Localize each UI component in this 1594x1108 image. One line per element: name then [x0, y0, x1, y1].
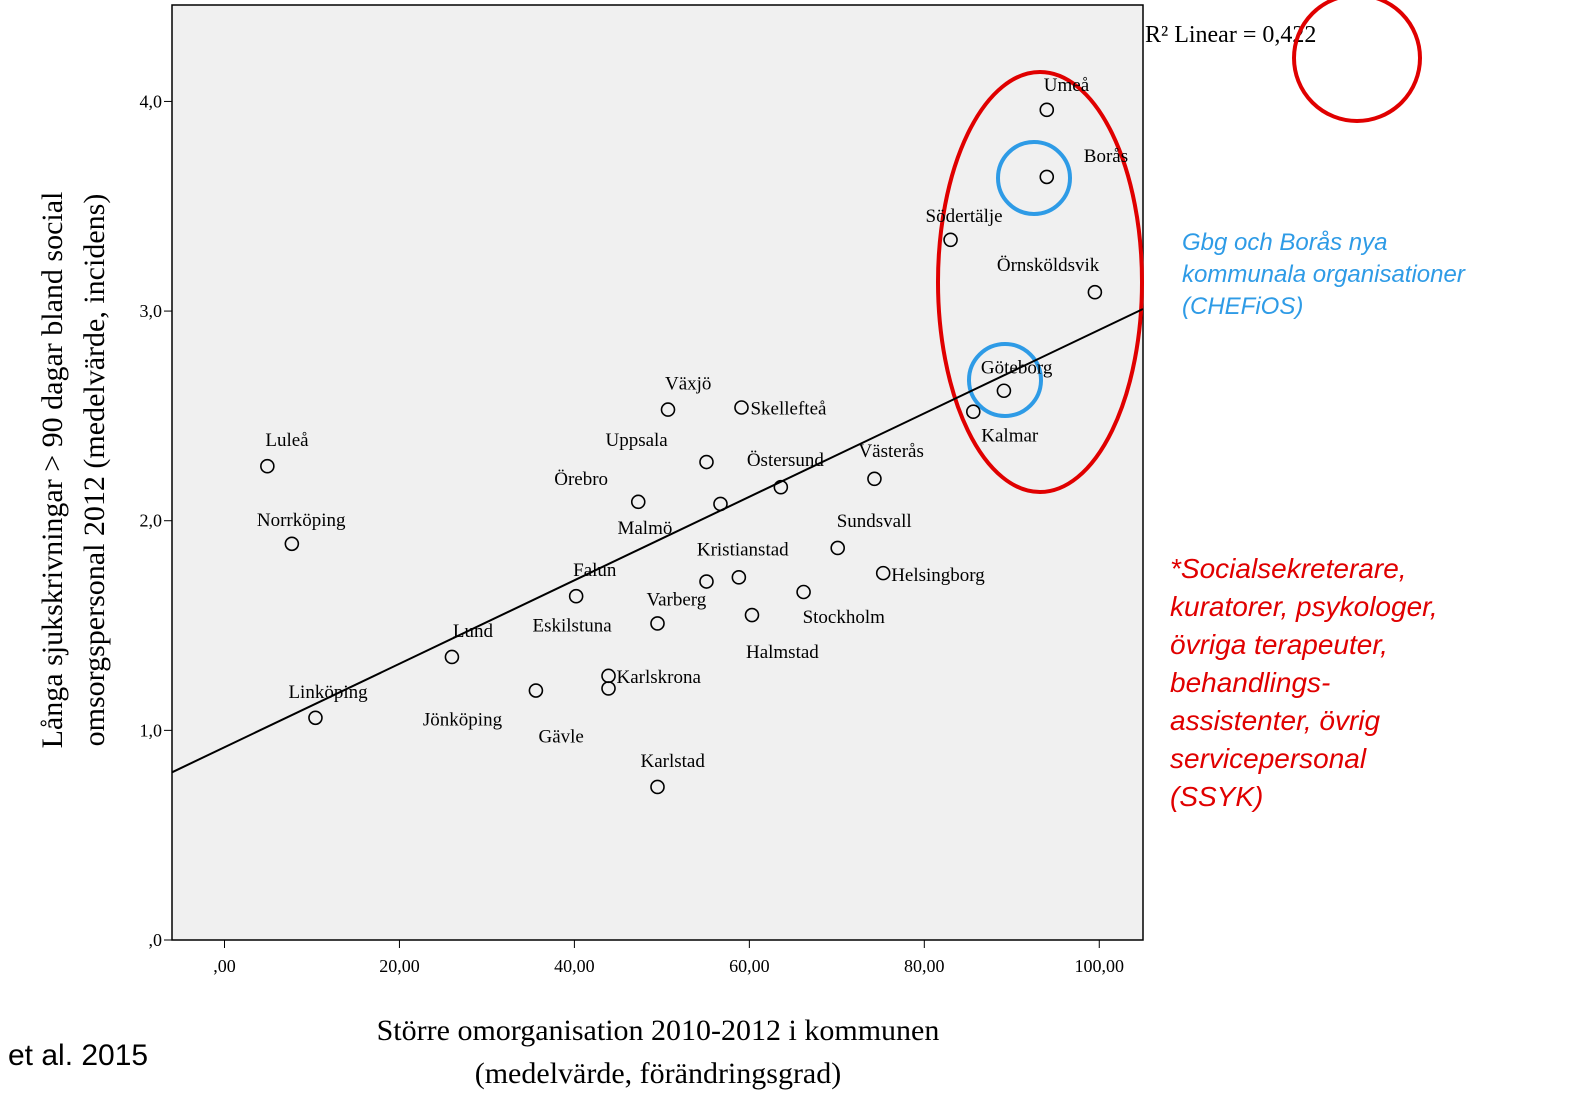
point-label: Luleå: [265, 430, 309, 451]
highlight-ellipse: [1292, 0, 1422, 123]
point-label: Växjö: [665, 374, 711, 395]
y-tick-label: ,0: [149, 930, 163, 950]
point-label: Helsingborg: [891, 565, 985, 586]
point-label: Västerås: [858, 441, 923, 462]
point: [601, 681, 616, 696]
note-red: (SSYK): [1170, 781, 1263, 812]
highlight-circle: [967, 342, 1043, 418]
highlight-ellipse: [936, 70, 1144, 494]
y-tick-label: 1,0: [140, 720, 163, 740]
point-label: Eskilstuna: [533, 615, 613, 636]
r2-annotation: R² Linear = 0,422: [1145, 22, 1316, 48]
point-label: Norrköping: [257, 510, 346, 531]
point: [867, 471, 882, 487]
point: [713, 496, 728, 512]
point: [699, 574, 714, 589]
y-tick-label: 4,0: [140, 91, 163, 111]
point-label: Malmö: [617, 518, 672, 539]
point-label: Kristianstad: [697, 539, 789, 560]
point: [796, 584, 811, 600]
fit-line: [171, 308, 1144, 774]
x-tick-label: ,00: [213, 956, 236, 976]
y-axis-title: Långa sjukskrivningar > 90 dagar bland s…: [36, 192, 69, 749]
point: [568, 588, 584, 604]
note-red: kuratorer, psykologer,: [1170, 591, 1438, 622]
note-red: behandlings-: [1170, 667, 1330, 698]
point: [630, 494, 646, 510]
point: [660, 402, 676, 417]
note-blue: kommunala organisationer: [1182, 261, 1466, 288]
point-label: Uppsala: [605, 430, 668, 451]
point: [650, 616, 665, 631]
point-label: Göteborg: [981, 358, 1053, 379]
point: [830, 540, 846, 556]
x-tick-label: 20,00: [379, 956, 420, 976]
point-label: Södertälje: [926, 206, 1003, 227]
y-tick-label: 3,0: [140, 301, 163, 321]
note-red: assistenter, övrig: [1170, 705, 1381, 736]
point-label: Borås: [1084, 146, 1128, 167]
point: [943, 232, 958, 248]
highlight-circle: [996, 140, 1072, 216]
point-label: Halmstad: [746, 642, 819, 663]
point-label: Karlskrona: [617, 667, 702, 688]
point-label: Linköping: [288, 682, 368, 703]
x-tick-label: 80,00: [904, 956, 945, 976]
point-label: Östersund: [747, 450, 825, 471]
point-label: Jönköping: [423, 710, 503, 731]
point: [734, 400, 749, 415]
y-tick-label: 2,0: [140, 511, 163, 531]
y-axis-title: omsorgspersonal 2012 (medelvärde, incide…: [78, 194, 111, 747]
point-label: Stockholm: [803, 607, 886, 628]
point-label: Lund: [453, 621, 494, 642]
point: [773, 479, 789, 495]
point-label: Kalmar: [981, 426, 1039, 447]
point: [1039, 102, 1055, 118]
point-label: Örnsköldsvik: [997, 255, 1100, 276]
x-tick-label: 60,00: [729, 956, 770, 976]
point-label: Skellefteå: [750, 399, 827, 420]
point: [308, 710, 323, 726]
point: [444, 649, 460, 665]
note-red: *Socialsekreterare,: [1170, 553, 1407, 584]
point: [650, 779, 665, 795]
point: [731, 570, 747, 585]
x-tick-label: 40,00: [554, 956, 595, 976]
point: [996, 383, 1012, 399]
point: [1087, 284, 1103, 300]
point: [1039, 169, 1055, 185]
point: [875, 565, 891, 581]
x-axis-title: Större omorganisation 2010-2012 i kommun…: [377, 1014, 940, 1047]
point-label: Falun: [573, 560, 617, 581]
point: [528, 683, 544, 698]
note-red: övriga terapeuter,: [1170, 629, 1388, 660]
point-label: Sundsvall: [837, 511, 912, 532]
point: [260, 458, 275, 474]
x-tick-label: 100,00: [1075, 956, 1125, 976]
note-red: servicepersonal: [1170, 743, 1367, 774]
point: [699, 454, 714, 470]
note-blue: (CHEFiOS): [1182, 293, 1303, 320]
point-label: Varberg: [646, 590, 706, 611]
x-axis-title: (medelvärde, förändringsgrad): [475, 1057, 842, 1090]
source: et al. 2015: [8, 1039, 148, 1072]
point: [284, 536, 300, 552]
point: [744, 607, 760, 623]
point-label: Karlstad: [641, 751, 706, 772]
point: [965, 404, 981, 420]
point-label: Gävle: [539, 726, 584, 747]
note-blue: Gbg och Borås nya: [1182, 229, 1387, 256]
point-label: Örebro: [554, 469, 608, 490]
point-label: Umeå: [1044, 75, 1090, 96]
plot-area: [171, 4, 1144, 941]
